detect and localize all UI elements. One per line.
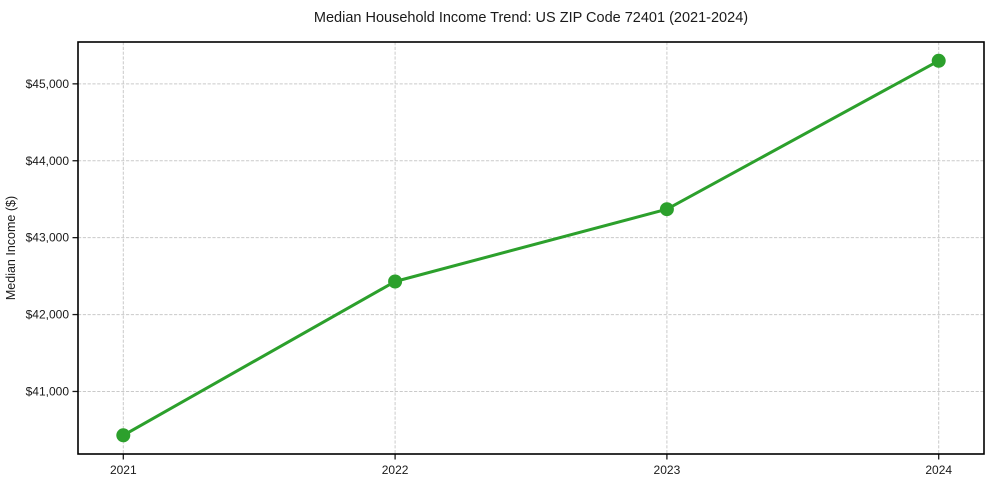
y-tick-label: $45,000 <box>26 77 70 91</box>
y-axis-label: Median Income ($) <box>4 196 18 300</box>
gridlines-layer <box>78 42 984 454</box>
data-point-marker <box>659 202 674 217</box>
income-trend-line <box>121 59 941 437</box>
data-point-marker <box>931 53 946 68</box>
y-tick-label: $41,000 <box>26 385 70 399</box>
x-tick-label: 2022 <box>382 463 409 477</box>
chart-title: Median Household Income Trend: US ZIP Co… <box>314 10 748 26</box>
y-tick-label: $42,000 <box>26 308 70 322</box>
x-tick-label: 2023 <box>654 463 681 477</box>
y-tick-label: $43,000 <box>26 231 70 245</box>
data-series-layer <box>116 53 946 443</box>
y-tick-label: $44,000 <box>26 154 70 168</box>
plot-border <box>77 41 985 455</box>
data-point-marker <box>116 428 131 443</box>
data-point-marker <box>388 274 403 289</box>
x-tick-label: 2024 <box>925 463 952 477</box>
x-tick-label: 2021 <box>110 463 137 477</box>
axes-layer: $41,000 $42,000 $43,000 $44,000 $45,000 2021 2… <box>26 41 985 477</box>
